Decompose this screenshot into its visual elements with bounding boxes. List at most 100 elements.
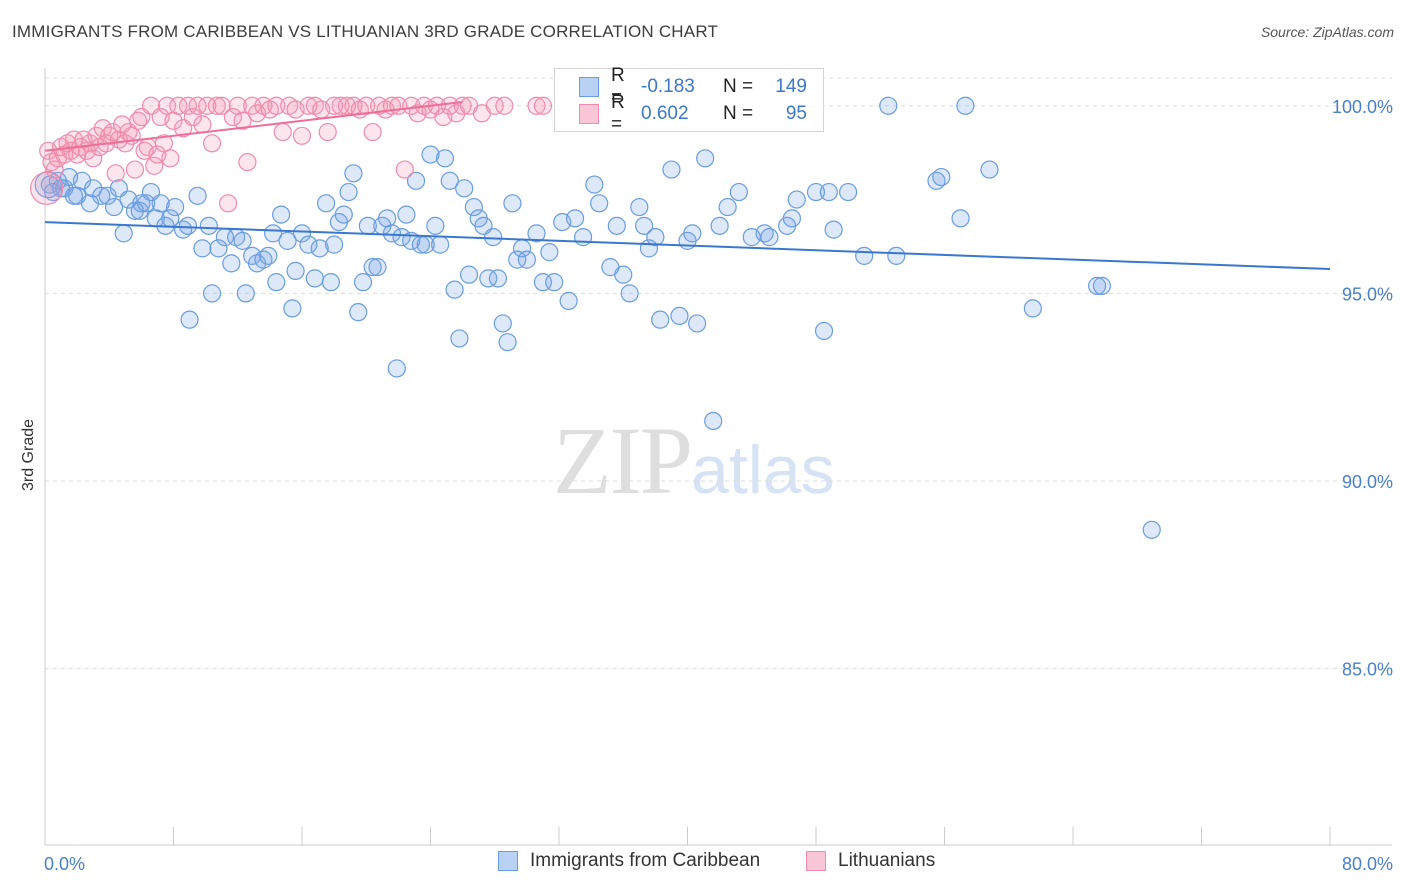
caribbean-point [683,224,702,243]
lithuanian-trend-line [44,101,463,152]
lithuanian-point [363,122,382,142]
watermark-zip: ZIP [553,407,693,514]
caribbean-point [64,186,84,205]
caribbean-point [819,182,838,202]
caribbean-point [508,250,527,269]
caribbean-point [199,216,218,235]
caribbean-point [455,179,474,198]
caribbean-point [316,194,336,213]
caribbean-point [421,145,440,164]
source-credit: Source: ZipAtlas.com [1260,24,1394,40]
legend-r-label: R = [611,65,625,108]
lithuanian-point [223,107,243,127]
caribbean-point [824,220,843,239]
caribbean-point [178,216,198,235]
caribbean-point [887,246,906,265]
lithuanian-point [495,96,514,115]
caribbean-point [132,194,151,213]
lithuanian-point [93,119,112,138]
legend-item-caribbean[interactable]: Immigrants from Caribbean [498,850,760,872]
caribbean-point [498,333,517,352]
caribbean-point [310,239,329,258]
chart-title: IMMIGRANTS FROM CARIBBEAN VS LITHUANIAN … [12,22,719,41]
caribbean-point [540,243,559,262]
lithuanian-point [273,122,292,142]
caribbean-point [353,273,373,292]
lithuanian-point [533,96,553,115]
caribbean-point [590,194,609,213]
caribbean-point [368,258,387,277]
caribbean-point [718,197,737,217]
lithuanian-point [30,171,64,205]
caribbean-point [339,182,358,202]
caribbean-point [440,171,459,190]
caribbean-point [1092,276,1112,295]
caribbean-point [104,197,124,217]
caribbean-point [585,175,604,194]
caribbean-point [397,205,416,224]
lithuanian-point [198,96,217,115]
caribbean-point [193,239,212,258]
caribbean-point [688,314,707,333]
caribbean-point [704,411,723,431]
caribbean-point [166,197,185,217]
caribbean-point [729,182,749,202]
lithuanian-point [193,115,212,134]
caribbean-point [806,182,826,202]
caribbean-point [1023,299,1042,318]
lithuanian-point [154,134,173,153]
caribbean-point [559,291,578,310]
lithuanian-point [80,134,100,153]
lithuanian-point [527,96,546,115]
caribbean-point [450,329,469,348]
caribbean-point [180,310,199,329]
watermark: ZIPatlas [553,405,835,516]
caribbean-point [545,273,564,292]
caribbean-point [484,228,503,247]
caribbean-point [445,280,464,299]
caribbean-point [344,164,363,183]
lithuanian-point [212,96,231,115]
legend-n-value: 95 [785,103,807,124]
caribbean-point [651,310,670,329]
caribbean-point [272,205,291,224]
legend-label-caribbean: Immigrants from Caribbean [530,850,761,871]
lithuanian-point [219,194,238,213]
caribbean-point [278,231,297,250]
tick-labels: 100.0% 95.0% 90.0% 85.0% 0.0% 80.0% [44,97,1393,874]
caribbean-point [488,269,508,288]
legend-swatch-pink [806,851,826,871]
caribbean-point [305,269,324,288]
caribbean-point [565,209,585,228]
caribbean-point [431,235,450,254]
caribbean-point [607,216,626,235]
caribbean-point [363,258,382,277]
lithuanian-point [84,149,103,168]
lithuanian-point [395,160,414,179]
caribbean-point [188,186,207,205]
lithuanian-point [183,107,202,127]
caribbean-point [236,284,255,303]
lithuanian-point [267,96,286,115]
caribbean-point [1087,276,1107,295]
axes [44,68,1392,846]
caribbean-point [710,216,729,235]
caribbean-point [114,224,133,243]
lithuanian-point [485,96,504,115]
lithuanian-point [188,96,207,115]
caribbean-point [760,228,779,247]
caribbean-point [956,96,975,115]
lithuanian-point [161,149,180,168]
caribbean-point [151,194,170,213]
legend-swatch-blue [498,851,518,871]
lithuanian-point [106,164,125,183]
caribbean-point [378,209,397,228]
caribbean-point [493,314,512,333]
legend-item-lithuanians[interactable]: Lithuanians [806,850,935,872]
lithuanian-point [238,152,257,172]
lithuanian-point [45,160,64,179]
caribbean-point [209,239,228,258]
stats-legend: R = -0.183 N = 149 R = 0.602 N = 95 [554,65,824,135]
legend-swatch-blue [579,77,599,97]
